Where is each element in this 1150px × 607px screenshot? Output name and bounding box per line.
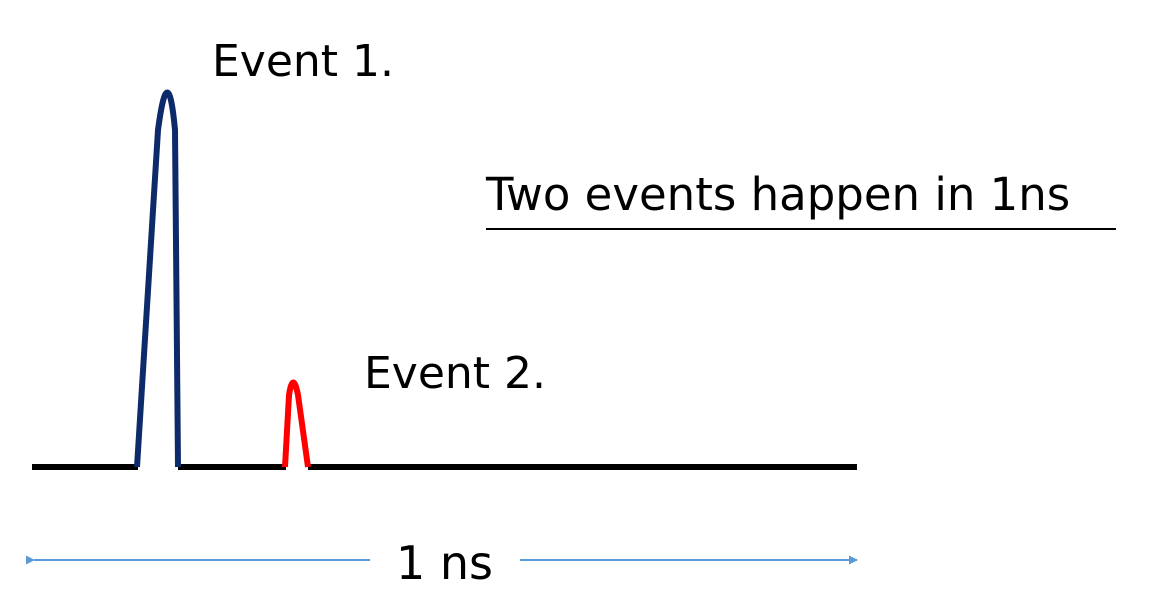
duration-label: 1 ns: [396, 536, 494, 590]
event2-pulse: [282, 379, 311, 468]
event1-pulse: [134, 89, 181, 468]
event2-label: Event 2.: [364, 348, 547, 399]
event1-label: Event 1.: [212, 36, 395, 87]
diagram-title: Two events happen in 1ns: [486, 168, 1071, 221]
title-underline: [486, 228, 1116, 230]
